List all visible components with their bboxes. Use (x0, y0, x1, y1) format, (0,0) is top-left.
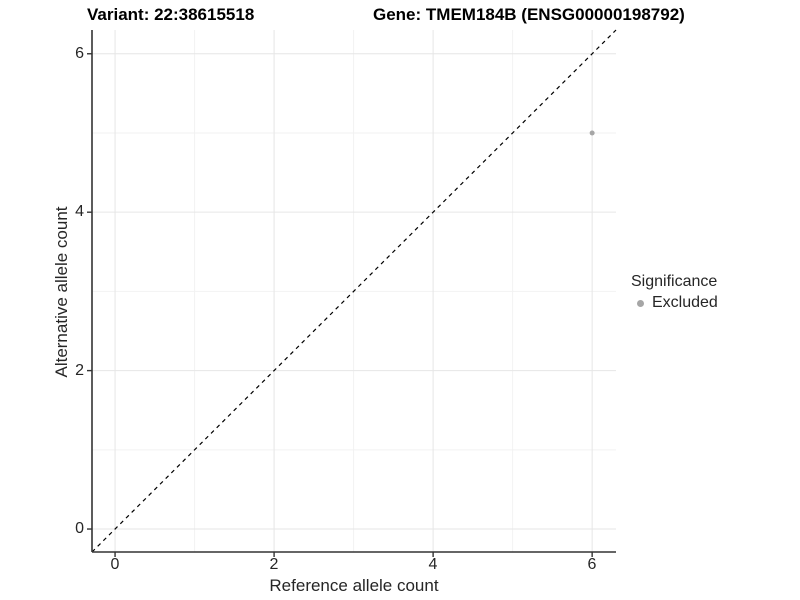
legend-title: Significance (631, 273, 718, 290)
data-point (589, 130, 595, 136)
x-tick-label-0: 0 (110, 556, 120, 573)
y-tick-label-2: 2 (75, 362, 84, 379)
gene-title: Gene: TMEM184B (ENSG00000198792) (373, 5, 685, 24)
excluded-point-icon (637, 299, 644, 307)
identity-line (91, 29, 617, 553)
y-tick-label-0: 0 (75, 520, 84, 537)
variant-title: Variant: 22:38615518 (87, 5, 255, 24)
x-axis-title: Reference allele count (269, 576, 439, 595)
y-tick-label-6: 6 (75, 45, 84, 62)
legend-item-excluded: Excluded (631, 294, 718, 312)
x-tick-label-2: 2 (269, 556, 279, 573)
x-tick-label-6: 6 (587, 556, 597, 573)
legend: Significance Excluded (631, 272, 718, 312)
y-axis-title: Alternative allele count (52, 206, 71, 378)
legend-item-label: Excluded (652, 294, 718, 311)
x-tick-label-4: 4 (428, 556, 438, 573)
y-tick-label-4: 4 (75, 203, 84, 220)
